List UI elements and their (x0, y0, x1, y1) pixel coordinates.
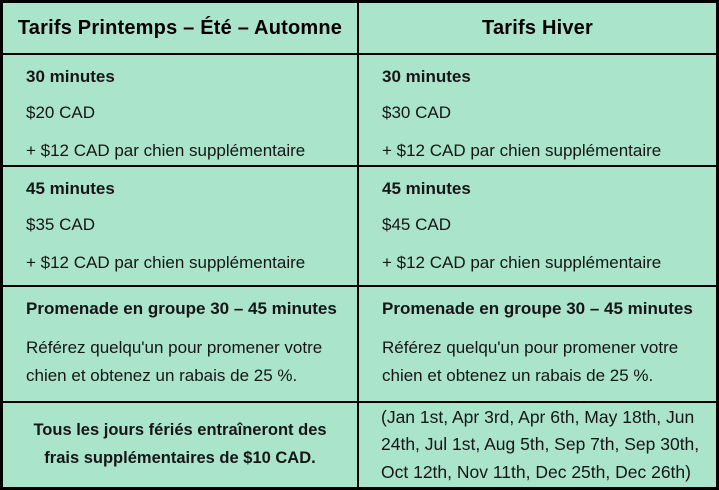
header-cell-winter: Tarifs Hiver (359, 3, 716, 53)
service-title: 30 minutes (382, 67, 471, 86)
service-price: $45 CAD (382, 215, 451, 235)
extra-dog-fee: + $12 CAD par chien supplémentaire (26, 140, 306, 160)
cell-holiday-dates: (Jan 1st, Apr 3rd, Apr 6th, May 18th, Ju… (359, 403, 716, 487)
cell-30min-winter: 30 minutes $30 CAD + $12 CAD par chien s… (359, 55, 716, 165)
service-price: $20 CAD (26, 103, 95, 123)
header-cell-seasonal: Tarifs Printemps – Été – Automne (3, 3, 357, 53)
service-price: $35 CAD (26, 215, 95, 235)
referral-offer-text: Référez quelqu'un pour promener votre ch… (382, 338, 679, 385)
cell-45min-winter: 45 minutes $45 CAD + $12 CAD par chien s… (359, 167, 716, 285)
group-walk-title: Promenade en groupe 30 – 45 minutes (382, 299, 693, 318)
cell-group-winter: Promenade en groupe 30 – 45 minutes Réfé… (359, 287, 716, 401)
cell-group-seasonal: Promenade en groupe 30 – 45 minutes Réfé… (3, 287, 357, 401)
service-title: 30 minutes (26, 67, 115, 86)
holiday-dates-list: (Jan 1st, Apr 3rd, Apr 6th, May 18th, Ju… (381, 406, 700, 482)
group-walk-title: Promenade en groupe 30 – 45 minutes (26, 299, 337, 318)
service-title: 45 minutes (382, 179, 471, 198)
cell-45min-seasonal: 45 minutes $35 CAD + $12 CAD par chien s… (3, 167, 357, 285)
service-price: $30 CAD (382, 103, 451, 123)
service-title: 45 minutes (26, 179, 115, 198)
extra-dog-fee: + $12 CAD par chien supplémentaire (26, 252, 306, 272)
extra-dog-fee: + $12 CAD par chien supplémentaire (382, 252, 662, 272)
referral-offer-text: Référez quelqu'un pour promener votre ch… (26, 338, 323, 385)
holiday-surcharge-text: Tous les jours fériés entraîneront des f… (33, 421, 327, 467)
extra-dog-fee: + $12 CAD par chien supplémentaire (382, 140, 662, 160)
cell-holiday-surcharge: Tous les jours fériés entraîneront des f… (3, 403, 357, 487)
cell-30min-seasonal: 30 minutes $20 CAD + $12 CAD par chien s… (3, 55, 357, 165)
